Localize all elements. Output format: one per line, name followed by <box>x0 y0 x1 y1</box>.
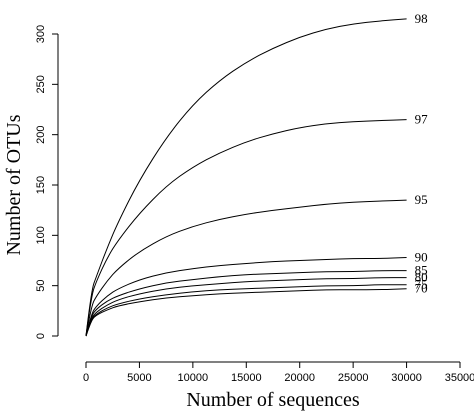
series-line-98 <box>85 18 407 337</box>
y-tick-label: 100 <box>35 226 47 244</box>
x-tick-label: 15000 <box>231 372 262 384</box>
x-tick-label: 10000 <box>178 372 209 384</box>
plot-frame <box>57 34 460 363</box>
x-tick-label: 0 <box>83 372 89 384</box>
y-tick-label: 0 <box>35 333 47 339</box>
series-label-80: 80 <box>415 270 428 285</box>
y-tick-label: 50 <box>35 280 47 292</box>
series-line-95 <box>85 199 407 337</box>
y-tick-label: 200 <box>35 125 47 143</box>
series-label-97: 97 <box>415 112 429 127</box>
series-line-85 <box>85 270 407 337</box>
series-line-90 <box>85 257 407 337</box>
y-axis-ticks: 0 50 100 150 200 250 300 <box>35 25 58 339</box>
x-tick-label: 30000 <box>391 372 422 384</box>
y-axis-title: Number of OTUs <box>3 114 25 255</box>
series-label-75: 75 <box>415 277 428 292</box>
series-label-95: 95 <box>415 192 428 207</box>
x-axis-title: Number of sequences <box>186 389 359 411</box>
x-tick-label: 5000 <box>127 372 151 384</box>
series-line-70 <box>85 288 407 337</box>
y-tick-label: 300 <box>35 25 47 43</box>
series-label-98: 98 <box>415 11 428 26</box>
series-line-75 <box>85 284 407 337</box>
y-tick-label: 250 <box>35 75 47 93</box>
y-tick-label: 150 <box>35 176 47 194</box>
series-line-97 <box>85 119 407 337</box>
x-tick-label: 20000 <box>284 372 315 384</box>
x-tick-label: 25000 <box>338 372 369 384</box>
series-label-70: 70 <box>415 281 428 296</box>
series-line-80 <box>85 277 407 337</box>
x-tick-label: 35000 <box>445 372 474 384</box>
series-lines <box>85 18 407 337</box>
x-axis-ticks: 0 5000 10000 15000 20000 25000 30000 35000 <box>83 362 474 384</box>
series-label-85: 85 <box>415 263 428 278</box>
series-label-90: 90 <box>415 249 428 264</box>
